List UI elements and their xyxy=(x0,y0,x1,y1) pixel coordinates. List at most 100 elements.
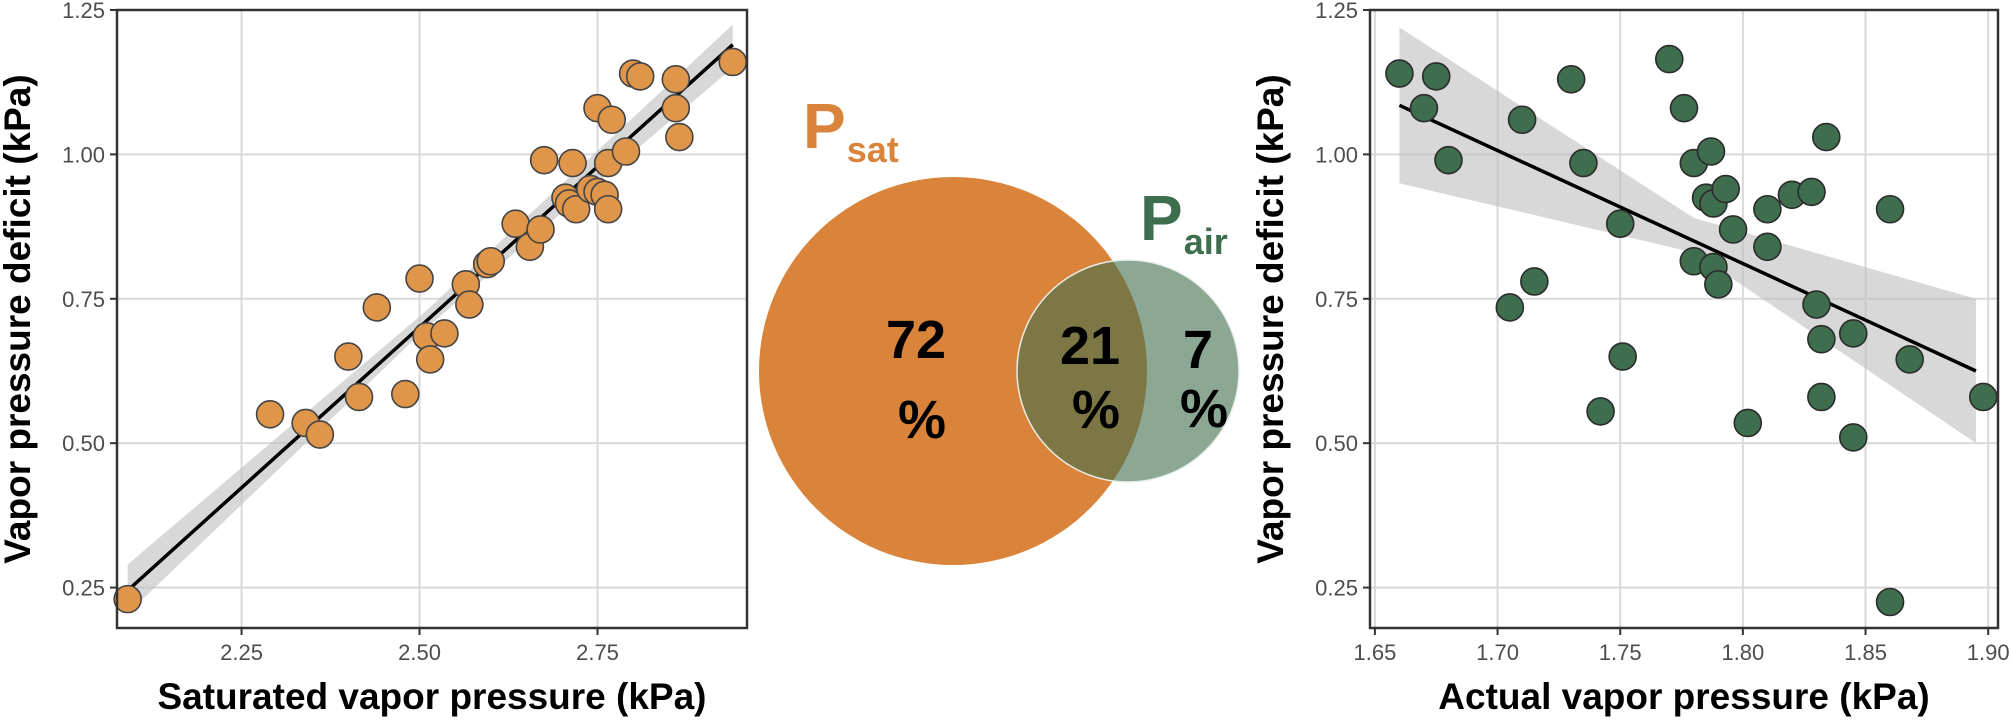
data-point xyxy=(1556,65,1586,94)
data-point xyxy=(1696,137,1726,166)
data-point xyxy=(1409,93,1439,123)
x-tick-label: 1.65 xyxy=(1353,640,1396,665)
x-tick-label: 1.75 xyxy=(1599,640,1642,665)
data-point xyxy=(1495,293,1525,322)
venn-label-sat: Psat xyxy=(803,90,899,170)
data-point xyxy=(455,290,484,319)
data-point xyxy=(1797,177,1826,207)
data-point xyxy=(430,319,459,348)
y-axis-title: Vapor pressure deficit (kPa) xyxy=(1250,74,1291,563)
data-point xyxy=(1838,319,1868,348)
data-point xyxy=(561,194,591,224)
data-point xyxy=(362,293,392,322)
data-point xyxy=(593,194,623,224)
x-axis-title: Actual vapor pressure (kPa) xyxy=(1438,676,1929,717)
y-tick-label: 0.50 xyxy=(62,431,105,456)
regression-line xyxy=(1398,103,1977,373)
data-point xyxy=(1586,397,1615,426)
venn-percent-sign-air_only: % xyxy=(1180,379,1228,439)
data-point xyxy=(305,420,335,449)
data-point xyxy=(1875,587,1905,617)
venn-circle-sat xyxy=(759,177,1147,565)
data-point xyxy=(1704,270,1733,299)
panel-actual-vapor-pressure: 1.65 1.70 1.75 1.80 1.85 1.90 0.25 0.50 0.75 1.00… xyxy=(1250,0,2010,717)
y-tick-label: 0.75 xyxy=(1315,287,1358,312)
data-point xyxy=(1733,408,1763,438)
data-point xyxy=(501,209,530,239)
data-point xyxy=(1875,194,1905,224)
x-tick-label: 1.90 xyxy=(1967,640,2010,665)
x-tick-label: 1.80 xyxy=(1721,640,1764,665)
y-tick-label: 0.50 xyxy=(1315,431,1358,456)
data-point xyxy=(1838,423,1868,452)
y-tick-label: 1.25 xyxy=(1315,0,1358,23)
venn-value-sat_only: 72 xyxy=(886,310,946,370)
venn-percent-sign-overlap: % xyxy=(1072,380,1120,440)
x-tick-label: 1.70 xyxy=(1476,640,1519,665)
x-tick-label: 2.25 xyxy=(220,640,263,665)
data-point xyxy=(1807,382,1836,412)
x-tick-label: 2.75 xyxy=(576,640,619,665)
data-point xyxy=(1434,145,1463,175)
data-point xyxy=(344,382,374,412)
data-point xyxy=(415,345,445,374)
data-point xyxy=(1385,59,1414,88)
y-tick-label: 0.75 xyxy=(62,287,105,312)
data-point xyxy=(1569,148,1598,178)
data-point xyxy=(1520,267,1549,296)
venn-label-air-subscript: air xyxy=(1184,221,1228,262)
data-point xyxy=(1968,382,1998,412)
data-point xyxy=(476,246,506,276)
panel-border xyxy=(1368,8,2000,630)
data-point xyxy=(1711,174,1741,204)
data-point xyxy=(113,584,142,614)
data-point xyxy=(718,47,748,77)
venn-circle-air xyxy=(1016,259,1240,483)
data-point xyxy=(625,62,655,91)
venn-label-air-main: P xyxy=(1140,182,1183,254)
venn-label-sat-subscript: sat xyxy=(847,129,899,170)
panel-saturated-vapor-pressure: 2.25 2.50 2.75 0.25 0.50 0.75 1.00 1.25 Saturate… xyxy=(0,0,749,717)
data-point xyxy=(255,399,285,429)
data-point xyxy=(1807,324,1836,354)
data-point xyxy=(1421,62,1451,91)
y-axis-title: Vapor pressure deficit (kPa) xyxy=(0,74,38,563)
y-tick-label: 1.25 xyxy=(62,0,105,23)
data-point xyxy=(1811,122,1841,152)
data-point xyxy=(1654,44,1684,74)
data-point xyxy=(558,148,587,178)
data-point xyxy=(1605,209,1635,239)
x-tick-label: 2.50 xyxy=(398,640,441,665)
y-tick-label: 1.00 xyxy=(1315,142,1358,167)
regression-line xyxy=(126,43,734,592)
venn-label-sat-main: P xyxy=(803,90,846,162)
venn-label-air: Pair xyxy=(1140,182,1228,262)
y-tick-label: 0.25 xyxy=(62,576,105,601)
data-point xyxy=(529,145,559,175)
data-point xyxy=(1507,105,1537,135)
data-point xyxy=(661,93,691,123)
data-point xyxy=(1895,345,1924,374)
venn-value-air_only: 7 xyxy=(1183,320,1213,380)
data-point xyxy=(1802,290,1831,319)
x-tick-label: 1.85 xyxy=(1844,640,1887,665)
data-point xyxy=(597,105,627,135)
venn-value-overlap: 21 xyxy=(1060,316,1120,376)
data-point xyxy=(1608,342,1637,371)
data-point xyxy=(405,264,434,293)
data-point xyxy=(334,342,363,371)
data-point xyxy=(1753,232,1782,262)
y-tick-label: 0.25 xyxy=(1315,576,1358,601)
confidence-band xyxy=(1399,27,1976,444)
data-point xyxy=(661,65,691,94)
venn-percent-sign-sat_only: % xyxy=(898,390,946,450)
data-point xyxy=(611,137,641,166)
data-point xyxy=(1669,93,1699,123)
data-point xyxy=(526,215,555,244)
data-point xyxy=(1753,194,1782,224)
x-axis-title: Saturated vapor pressure (kPa) xyxy=(157,676,706,717)
panel-border xyxy=(115,8,749,630)
data-point xyxy=(391,379,420,409)
